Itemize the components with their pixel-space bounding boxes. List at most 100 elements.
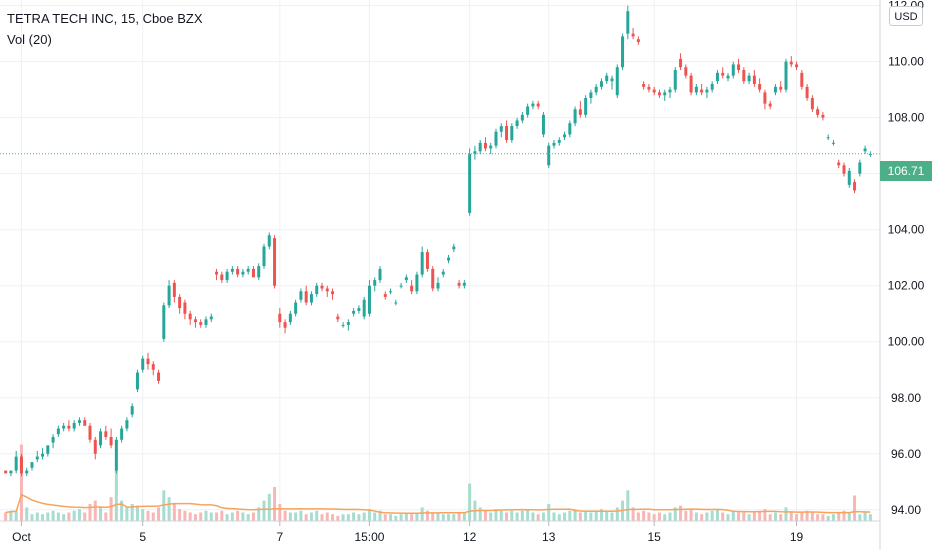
candle-body	[204, 319, 208, 325]
volume-bar	[652, 514, 656, 521]
candle-body	[652, 89, 656, 93]
candle-body	[858, 162, 862, 174]
volume-bar	[510, 510, 514, 521]
candle-body	[35, 456, 39, 460]
volume-bar	[462, 512, 466, 521]
price-tick-label: 102.00	[888, 279, 925, 293]
candle-body	[336, 316, 340, 320]
candle-body	[88, 425, 92, 440]
volume-bar	[167, 497, 171, 521]
volume-bar	[436, 512, 440, 521]
volume-bar	[584, 510, 588, 521]
volume-bar	[362, 512, 366, 521]
candle-body	[420, 252, 424, 275]
volume-bar	[4, 512, 8, 521]
candle-body	[715, 72, 719, 82]
volume-bar	[853, 495, 857, 521]
grid-lines	[0, 0, 880, 521]
volume-bar	[483, 510, 487, 521]
candle-body	[795, 64, 799, 68]
volume-bar	[647, 512, 651, 521]
volume-bar	[700, 514, 704, 521]
volume-bar	[283, 510, 287, 521]
candle-body	[352, 310, 356, 314]
candle-body	[689, 75, 693, 93]
currency-button[interactable]: USD	[889, 6, 923, 26]
volume-bar	[30, 514, 34, 521]
volume-bar	[816, 514, 820, 521]
volume-bar	[109, 497, 113, 521]
candle-body	[283, 322, 287, 328]
volume-bar	[694, 512, 698, 521]
candle-body	[837, 162, 841, 166]
volume-bar	[526, 509, 530, 521]
candle-body	[863, 148, 867, 152]
volume-bar	[299, 510, 303, 521]
candle-body	[378, 268, 382, 281]
candle-body	[499, 126, 503, 132]
candle-body	[462, 282, 466, 286]
candle-body	[51, 436, 55, 443]
candle-body	[273, 238, 277, 286]
candle-body	[251, 268, 255, 278]
candle-body	[737, 64, 741, 71]
time-tick-label: 15	[648, 530, 662, 544]
volume-bar	[821, 514, 825, 521]
volume-bar	[795, 514, 799, 521]
candle-body	[842, 165, 846, 174]
volume-bar	[657, 512, 661, 521]
volume-bar	[183, 510, 187, 521]
volume-bar	[135, 505, 139, 521]
volume-bar	[489, 512, 493, 521]
candle-body	[826, 137, 830, 139]
volume-bar	[710, 510, 714, 521]
volume-bar	[842, 510, 846, 521]
candle-body	[188, 313, 192, 320]
candle-body	[436, 282, 440, 289]
volume-bar	[863, 512, 867, 521]
candle-body	[67, 425, 71, 429]
candle-body	[647, 86, 651, 90]
candle-body	[547, 145, 551, 166]
candle-body	[710, 84, 714, 90]
volume-bar	[99, 507, 103, 521]
candle-body	[505, 126, 509, 141]
volume-bar	[157, 507, 161, 521]
volume-bar	[610, 512, 614, 521]
volume-bar	[758, 510, 762, 521]
volume-bar	[731, 510, 735, 521]
volume-bar	[9, 510, 13, 521]
volume-bar	[215, 512, 219, 521]
volume-bar	[536, 514, 540, 521]
candle-body	[325, 288, 329, 292]
candle-body	[673, 70, 677, 90]
volume-bar	[146, 510, 150, 521]
candle-body	[605, 75, 609, 82]
volume-bar	[768, 514, 772, 521]
volume-bar	[752, 512, 756, 521]
volume-bar	[209, 512, 213, 521]
candle-body	[357, 308, 361, 311]
candle-body	[494, 131, 498, 146]
volume-bar	[847, 512, 851, 521]
time-axis[interactable]: Oct 5 7 15:00 12 13 15 19	[12, 521, 804, 544]
price-axis[interactable]: 112.00110.00108.00106.00104.00102.00100.…	[888, 0, 925, 517]
candle-body	[167, 285, 171, 306]
candle-body	[77, 420, 81, 423]
candle-body	[157, 372, 161, 381]
symbol-title[interactable]: TETRA TECH INC, 15, Cboe BZX	[7, 11, 203, 26]
candle-body	[199, 322, 203, 325]
volume-bar	[773, 512, 777, 521]
volume-indicator-label[interactable]: Vol (20)	[7, 32, 52, 47]
volume-bar	[805, 510, 809, 521]
volume-bar	[241, 512, 245, 521]
volume-bar	[447, 514, 451, 521]
candle-body	[758, 84, 762, 90]
candle-body	[668, 89, 672, 93]
candle-body	[489, 145, 493, 149]
volume-bar	[257, 507, 261, 521]
volume-bar	[668, 512, 672, 521]
candle-body	[225, 271, 229, 281]
volume-bar	[410, 514, 414, 521]
